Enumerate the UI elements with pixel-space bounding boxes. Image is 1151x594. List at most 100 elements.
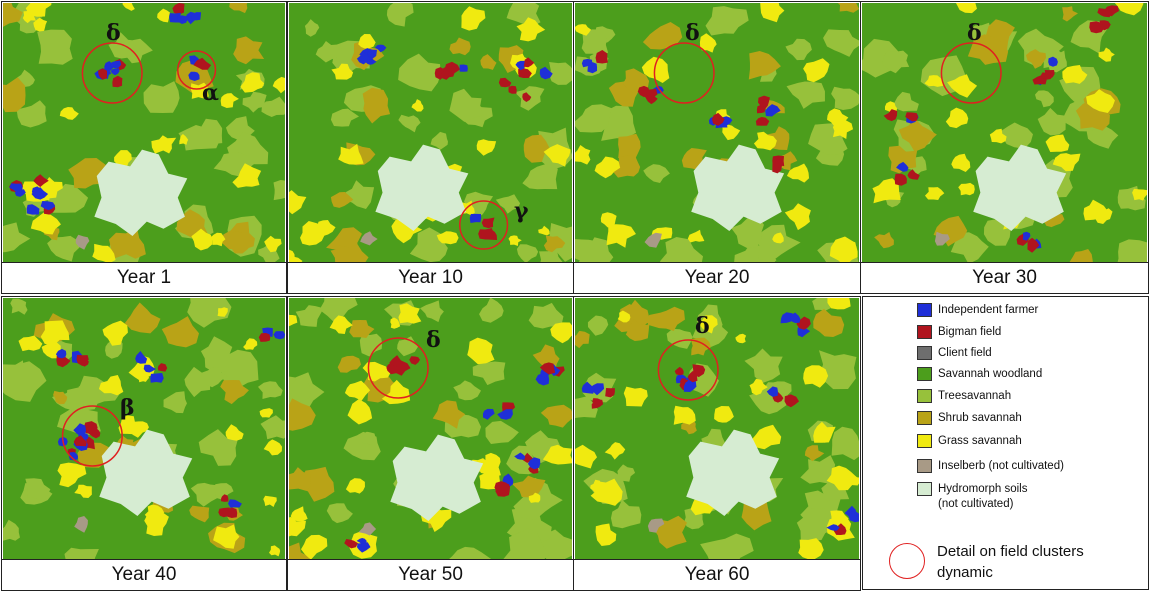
farm-field <box>539 362 556 375</box>
farm-field <box>515 60 525 71</box>
treesavannah-patch <box>643 164 670 183</box>
farm-field <box>637 85 650 98</box>
farm-field <box>481 217 495 229</box>
legend-swatch <box>917 482 932 496</box>
shrub-savannah-patch <box>53 390 68 405</box>
grass-savannah-patch <box>606 224 636 248</box>
treesavannah-patch <box>1086 123 1119 149</box>
farm-field <box>77 432 89 441</box>
farm-field <box>110 68 120 76</box>
farm-field <box>191 12 202 21</box>
treesavannah-patch <box>882 50 910 74</box>
shrub-savannah-patch <box>540 404 572 428</box>
map-panel-year-10: γ Year 10 <box>287 1 574 294</box>
treesavannah-patch <box>549 62 572 85</box>
caption-year-30: Year 30 <box>861 262 1148 293</box>
red-circle-icon <box>889 543 925 579</box>
grass-savannah-patch <box>1086 89 1115 113</box>
treesavannah-patch <box>812 298 832 311</box>
shrub-savannah-patch <box>933 215 968 247</box>
label-alpha: α <box>202 80 219 106</box>
treesavannah-patch <box>342 180 375 209</box>
farm-field <box>389 355 404 367</box>
legend-swatch <box>917 411 932 425</box>
treesavannah-patch <box>1117 185 1146 211</box>
farm-field <box>258 333 271 342</box>
grass-savannah-patch <box>735 333 747 344</box>
field-cluster-circle <box>657 339 719 401</box>
grass-savannah-patch <box>1098 47 1115 62</box>
treesavannah-patch <box>143 81 180 113</box>
grass-savannah-patch <box>18 335 43 352</box>
farm-field <box>674 366 684 376</box>
grass-savannah-patch <box>550 322 572 344</box>
hydromorph-soils-area <box>973 144 1067 231</box>
grass-savannah-patch <box>290 506 308 522</box>
hydromorph-soils-area <box>691 144 785 231</box>
grass-savannah-patch <box>827 298 851 310</box>
shrub-savannah-patch <box>337 355 362 373</box>
treesavannah-patch <box>3 222 31 253</box>
legend-circle-label: Detail on field clusters dynamic <box>937 543 1084 581</box>
farm-field <box>683 379 697 392</box>
treesavannah-patch <box>823 29 859 57</box>
treesavannah-patch <box>495 194 521 214</box>
farm-field <box>514 452 526 460</box>
treesavannah-patch <box>398 53 441 92</box>
legend-label: Client field <box>938 347 992 359</box>
farm-field <box>711 112 725 126</box>
treesavannah-patch <box>539 249 563 264</box>
treesavannah-patch <box>295 305 324 327</box>
map-svg-year-30 <box>862 3 1147 264</box>
shrub-savannah-patch <box>68 158 106 189</box>
treesavannah-patch <box>326 503 353 524</box>
map-panel-year-60: δ Year 60 <box>573 296 861 591</box>
farm-field <box>605 388 615 398</box>
grass-savannah-patch <box>590 478 623 506</box>
grass-savannah-patch <box>673 405 696 425</box>
grass-savannah-patch <box>358 34 376 49</box>
treesavannah-patch <box>705 6 749 36</box>
grass-savannah-patch <box>263 439 283 456</box>
treesavannah-patch <box>37 29 73 65</box>
farm-field <box>539 66 553 80</box>
farm-field <box>356 51 372 65</box>
grass-savannah-patch <box>232 163 262 188</box>
treesavannah-patch <box>447 546 493 560</box>
legend-item-savannah-woodland: Savannah woodland <box>917 367 1042 381</box>
farm-field <box>789 312 801 323</box>
map-svg-year-40 <box>3 298 285 560</box>
treesavannah-patch <box>616 464 636 482</box>
farm-field <box>797 327 811 338</box>
treesavannah-patch <box>831 426 859 461</box>
farm-field <box>896 161 909 172</box>
legend-hydromorph-sublabel: (not cultivated) <box>938 498 1014 510</box>
grass-savannah-patch <box>41 340 61 359</box>
grass-savannah-patch <box>390 317 401 329</box>
legend-swatch <box>917 367 932 381</box>
grass-savannah-patch <box>98 375 124 396</box>
legend-item-hydromorph-soils: Hydromorph soils <box>917 482 1027 496</box>
map-svg-year-1 <box>3 3 285 264</box>
treesavannah-patch <box>950 232 989 264</box>
farm-field <box>228 499 242 508</box>
shrub-savannah-patch <box>575 330 590 349</box>
treesavannah-patch <box>200 367 228 388</box>
shrub-savannah-patch <box>624 299 651 324</box>
treesavannah-patch <box>1117 239 1147 264</box>
grass-savannah-patch <box>269 545 281 557</box>
grass-savannah-patch <box>210 232 226 247</box>
label-beta: β <box>120 395 135 421</box>
farm-field <box>772 162 783 174</box>
treesavannah-patch <box>1034 90 1054 108</box>
map-year-50 <box>289 298 572 560</box>
label-delta: δ <box>685 20 700 46</box>
farm-field <box>756 104 766 114</box>
shrub-savannah-patch <box>690 337 711 356</box>
farm-field <box>176 15 188 24</box>
grass-savannah-patch <box>617 310 631 323</box>
farm-field <box>484 229 498 240</box>
grass-savannah-patch <box>1052 153 1081 172</box>
shrub-savannah-patch <box>618 133 641 159</box>
treesavannah-patch <box>319 298 358 324</box>
